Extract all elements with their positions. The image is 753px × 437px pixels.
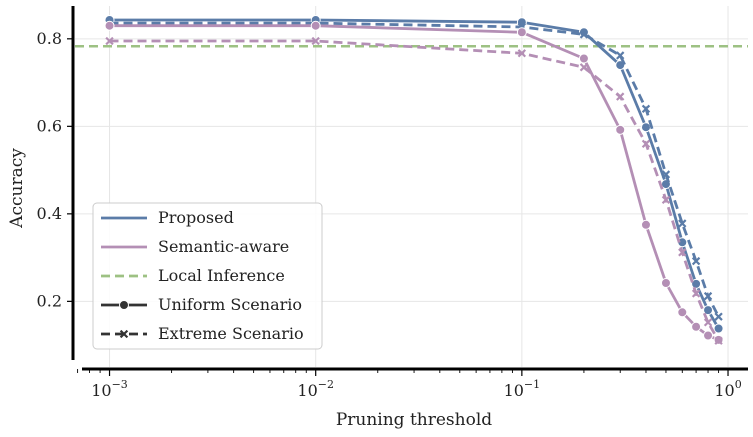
data-point <box>615 124 626 135</box>
series-semantic-awareextreme <box>105 36 723 345</box>
data-point <box>310 20 321 31</box>
marker-stroke <box>616 92 625 101</box>
data-point <box>677 307 688 318</box>
marker-stroke <box>579 30 589 39</box>
legend-item: Proposed <box>101 208 234 227</box>
legend-label: Uniform Scenario <box>158 295 302 314</box>
marker-stroke <box>678 248 687 257</box>
data-point <box>579 63 589 72</box>
x-tick-label: 100 <box>714 378 741 400</box>
data-point <box>703 330 714 341</box>
data-point <box>661 170 671 179</box>
marker-stroke <box>641 139 651 149</box>
data-point <box>660 277 671 288</box>
marker-stroke <box>641 104 651 114</box>
data-point <box>691 256 701 266</box>
data-point <box>714 312 723 321</box>
marker-stroke <box>105 36 114 46</box>
legend-item: Semantic-aware <box>101 237 289 256</box>
data-point <box>678 248 687 257</box>
series-semantic-awareuniform <box>104 20 724 345</box>
plot-series <box>75 15 748 345</box>
marker-stroke <box>703 291 713 301</box>
legend-label: Local Inference <box>158 266 285 285</box>
y-axis-label: Accuracy <box>7 148 27 229</box>
data-point <box>119 329 129 339</box>
y-tick-label: 0.2 <box>37 291 62 310</box>
data-point <box>579 30 589 39</box>
data-point <box>517 49 527 58</box>
x-tick-label: 10−1 <box>504 378 541 400</box>
legend-item: Extreme Scenario <box>101 324 304 343</box>
data-point <box>516 27 527 38</box>
data-point <box>714 336 723 345</box>
marker-stroke <box>691 289 701 298</box>
legend-label: Extreme Scenario <box>158 324 304 343</box>
marker-stroke <box>119 329 129 339</box>
y-tick-label: 0.4 <box>37 204 62 223</box>
data-point <box>678 219 687 228</box>
data-point <box>640 219 651 230</box>
legend-label: Semantic-aware <box>158 237 289 256</box>
data-point <box>691 289 701 298</box>
legend-label: Proposed <box>158 208 234 227</box>
data-point <box>641 104 651 114</box>
legend-box <box>92 202 323 350</box>
marker-stroke <box>616 51 625 60</box>
x-tick-label: 10−3 <box>91 378 128 400</box>
axes: 0.2 0.4 0.6 0.8 10−3 10−2 10−1 100 <box>37 6 748 400</box>
x-tick-label: 10−2 <box>297 378 334 400</box>
data-point <box>578 53 589 64</box>
x-axis-label: Pruning threshold <box>336 410 492 430</box>
data-point <box>119 300 129 310</box>
data-point <box>713 323 724 334</box>
data-point <box>691 321 702 332</box>
marker-stroke <box>661 170 671 179</box>
data-point <box>640 122 651 133</box>
data-point <box>616 92 625 101</box>
y-tick-label: 0.8 <box>37 29 62 48</box>
y-tick-label: 0.6 <box>37 116 62 135</box>
marker-stroke <box>714 336 723 345</box>
data-point <box>691 278 702 289</box>
marker-stroke <box>714 312 723 321</box>
marker-stroke <box>661 195 671 205</box>
marker-stroke <box>517 49 527 58</box>
marker-stroke <box>678 219 687 228</box>
data-point <box>703 305 714 316</box>
data-point <box>703 291 713 301</box>
marker-stroke <box>703 318 713 327</box>
data-point <box>104 20 115 31</box>
legend-item: Uniform Scenario <box>101 295 302 314</box>
data-point <box>661 195 671 205</box>
legend-item: Local Inference <box>101 266 285 285</box>
marker-stroke <box>579 63 589 72</box>
legend: Proposed Semantic-aware Local Inference Uni… <box>92 202 323 350</box>
marker-stroke <box>311 36 320 46</box>
data-point <box>311 36 320 46</box>
data-point <box>616 51 625 60</box>
marker-stroke <box>691 256 701 266</box>
data-point <box>105 36 114 46</box>
data-point <box>703 318 713 327</box>
data-point <box>641 139 651 149</box>
